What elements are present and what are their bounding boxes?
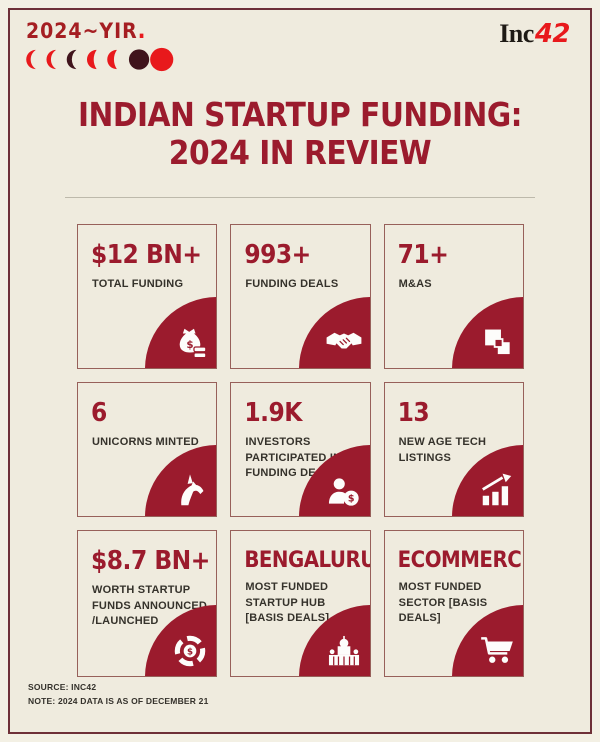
stat-value: BENGALURU [244,548,371,573]
stat-value: 6 [91,398,107,428]
stat-value: 993+ [244,240,311,270]
quarter-circle-decor [145,445,217,516]
shopping-cart-icon [481,637,513,663]
money-bag-icon: $ [180,328,207,359]
yir-logo-text: 2024~YIR. [26,18,174,44]
stat-label: UNICORNS MINTED [92,436,199,448]
stat-label: WORTH STARTUP FUNDS ANNOUNCED /LAUNCHED [92,584,208,628]
stat-label: TOTAL FUNDING [92,278,184,290]
svg-text:$: $ [347,494,354,505]
page-title: INDIAN STARTUP FUNDING: 2024 IN REVIEW [10,96,590,172]
quarter-circle-decor: $ [145,297,217,368]
card-bengaluru: BENGALURU MOST FUNDED STARTUP HUB [BASIS… [230,530,371,677]
stat-label: M&AS [398,278,432,290]
stat-label: NEW AGE TECH LISTINGS [398,436,487,464]
quarter-circle-decor [298,297,370,368]
stat-label: MOST FUNDED SECTOR [BASIS DEALS] [398,581,488,625]
yir-logo-dot: . [137,18,147,44]
frame-border: 2024~YIR. Inc42 INDIAN STARTUP FUNDING: … [8,8,592,734]
quarter-circle-decor [451,297,523,368]
stat-label: MOST FUNDED STARTUP HUB [BASIS DEALS] [245,581,330,625]
moon-phases-icon [26,47,174,72]
investor-coin-icon: $ [328,478,359,506]
stat-value: 13 [397,398,430,428]
card-ecommerce: ECOMMERCE MOST FUNDED SECTOR [BASIS DEAL… [383,530,524,677]
inc42-logo: Inc42 [499,18,570,49]
stat-value: 1.9K [244,398,302,428]
svg-text:$: $ [187,648,193,658]
source-note: SOURCE: INC42 [28,682,97,692]
yir-logo: 2024~YIR. [26,18,174,73]
growth-chart-icon [482,473,512,506]
footer-notes: SOURCE: INC42 NOTE: 2024 DATA IS AS OF D… [28,681,209,708]
unicorn-icon [181,474,204,506]
stat-label: FUNDING DEALS [245,278,339,290]
stat-value: $12 BN+ [91,240,202,270]
inc42-logo-inc: Inc [499,19,534,48]
landmark-building-icon [328,635,359,666]
card-total-funding: $12 BN+ TOTAL FUNDING $ [77,224,218,369]
stat-value: $8.7 BN+ [91,546,210,576]
stat-value: 71+ [397,240,449,270]
card-startup-funds: $8.7 BN+ WORTH STARTUP FUNDS ANNOUNCED /… [77,530,218,677]
mergers-squares-icon [485,329,510,355]
card-unicorns: 6 UNICORNS MINTED [77,382,218,517]
stat-value: ECOMMERCE [397,548,524,573]
title-divider [65,197,535,198]
card-investors: 1.9K INVESTORS PARTICIPATED IN FUNDING D… [230,382,371,517]
card-funding-deals: 993+ FUNDING DEALS [230,224,371,369]
page-title-line2: 2024 IN REVIEW [168,133,432,172]
page-title-line1: INDIAN STARTUP FUNDING: [77,95,523,134]
stats-grid: $12 BN+ TOTAL FUNDING $ 993+ [77,224,524,677]
card-mas: 71+ M&AS [383,224,524,369]
fund-cycle-icon: $ [175,635,206,667]
yir-logo-year: 2024~YIR [26,19,138,43]
svg-text:$: $ [187,339,194,351]
data-note: NOTE: 2024 DATA IS AS OF DECEMBER 21 [28,695,209,706]
card-tech-listings: 13 NEW AGE TECH LISTINGS [383,382,524,517]
handshake-icon [326,332,362,349]
inc42-logo-42: 42 [534,19,571,49]
